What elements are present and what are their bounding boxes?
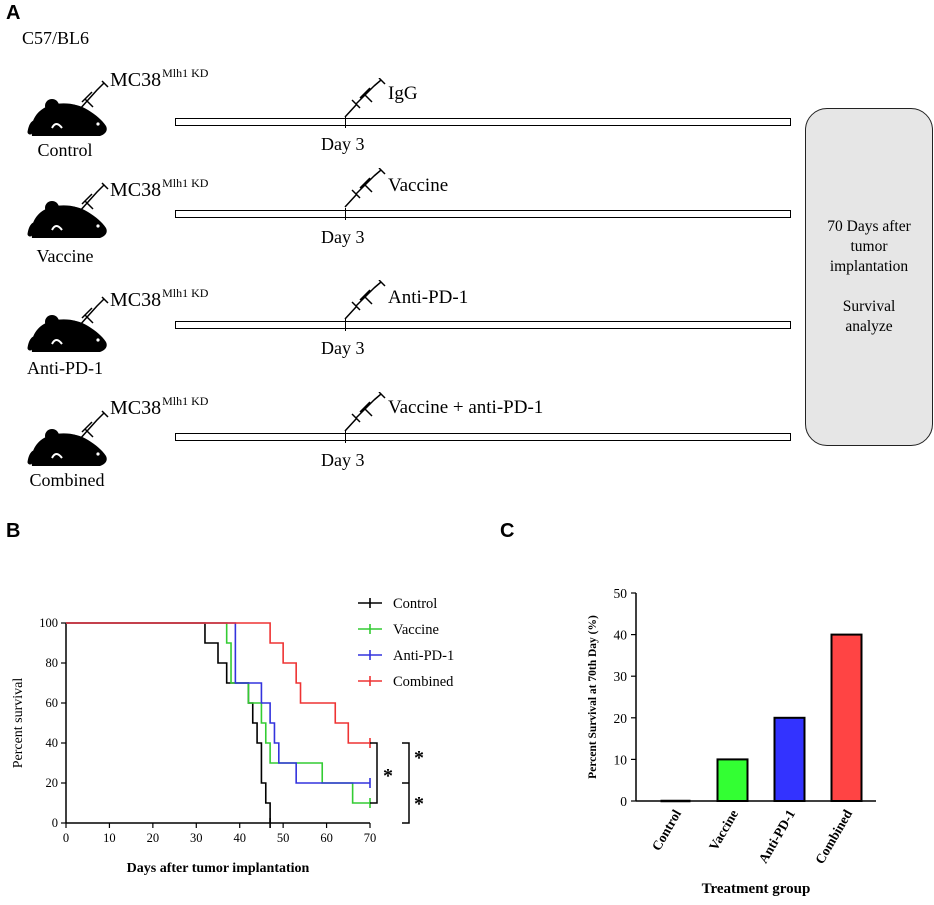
bracket-inner [370,742,378,804]
timeline-vaccine [175,210,791,218]
syringe-icon [344,280,386,320]
cell-line-label: MC38Mlh1 KD [110,286,209,311]
km-y-tick-label: 100 [39,616,58,630]
significance-brackets [370,742,410,824]
group-label-combined: Combined [29,470,105,490]
mouse-syringe-icon-control [27,80,109,136]
bar-y-tick-label: 10 [614,752,628,767]
bar-y-tick-label: 30 [614,669,628,684]
bar-y-tick-label: 20 [614,711,628,726]
km-x-tick-label: 60 [320,831,333,845]
timeline-combined [175,433,791,441]
km-y-tick-label: 40 [46,736,59,750]
bar-category-label: Control [649,807,684,853]
treatment-label-control: IgG [388,83,418,104]
km-x-tick-label: 0 [63,831,69,845]
survival-chart: 0 10 20 30 40 50 60 70 0 20 40 60 80 100 Control Vacci… [11,596,454,876]
day-label: Day 3 [321,227,365,247]
km-legend-label: Combined [393,674,454,690]
mouse-syringe-icon-antipd1 [27,296,109,352]
bar-category-label: Combined [812,807,855,867]
timeline-control [175,118,791,126]
syringe-icon [344,168,386,208]
km-x-tick-label: 10 [103,831,116,845]
km-legend-label: Vaccine [393,622,439,638]
km-x-tick-label: 50 [277,831,290,845]
km-series-line-control [66,622,271,823]
bar-category-label: Vaccine [706,807,741,853]
bar-y-tick-label: 40 [614,628,628,643]
panel-letter-c: C [500,520,515,542]
treatment-label-combined: Vaccine + anti-PD-1 [388,397,544,418]
day-label: Day 3 [321,134,365,154]
km-y-tick-label: 60 [46,696,59,710]
summary-line: 70 Days after [827,218,911,235]
treatment-label-antipd1: Anti-PD-1 [388,287,469,308]
km-axes [65,623,370,824]
day3-tick [345,208,346,220]
cell-line-label: MC38Mlh1 KD [110,176,209,201]
group-label-antipd1: Anti-PD-1 [27,358,103,378]
bar-y-tick-label: 50 [614,586,628,601]
km-series-line-anti-pd-1 [66,622,370,784]
day3-tick [345,431,346,443]
bar-x-axis-label: Treatment group [702,881,811,897]
km-y-tick-label: 80 [46,656,59,670]
panel-letter-b: B [6,520,21,542]
significance-star-3: * [414,793,424,815]
cell-line-label: MC38Mlh1 KD [110,66,209,91]
km-x-tick-label: 40 [233,831,246,845]
day-label: Day 3 [321,338,365,358]
bar-anti-pd-1 [773,716,806,802]
mouse-syringe-icon-vaccine [27,182,109,238]
timeline-antipd1 [175,321,791,329]
bar-chart: 0 10 20 30 40 50 Control Vaccine Anti-PD-1 Combi… [587,586,876,897]
bar-y-axis-label: Percent Survival at 70th Day (%) [587,615,599,779]
bar-combined [830,633,863,802]
group-label-control: Control [37,140,93,160]
bar-y-tick-label: 0 [620,794,627,809]
day3-tick [345,116,346,128]
summary-line: implantation [829,258,909,275]
significance-star-2: * [414,747,424,769]
mouse-syringe-icon-combined [27,410,109,466]
syringe-icon [344,392,386,432]
summary-box: 70 Days after tumor implantation Surviva… [805,108,933,446]
summary-line: Survival [842,298,896,315]
treatment-label-vaccine: Vaccine [388,175,449,196]
km-x-axis-label: Days after tumor implantation [127,861,310,876]
day3-tick [345,319,346,331]
panel-letter-a: A [6,2,21,24]
group-label-vaccine: Vaccine [36,246,94,266]
km-x-tick-label: 20 [147,831,160,845]
km-x-tick-label: 70 [364,831,377,845]
km-x-tick-label: 30 [190,831,203,845]
summary-line: tumor [850,238,888,255]
cell-line-label: MC38Mlh1 KD [110,394,209,419]
km-y-tick-label: 0 [52,816,58,830]
bar-vaccine [716,758,749,802]
km-y-tick-label: 20 [46,776,59,790]
km-legend-label: Anti-PD-1 [393,648,454,664]
km-legend-label: Control [393,596,437,612]
summary-line: analyze [845,318,893,335]
significance-star-1: * [383,765,393,787]
km-y-axis-label: Percent survival [11,678,26,769]
bar-category-label: Anti-PD-1 [755,807,798,866]
km-series-line-combined [66,622,370,744]
day-label: Day 3 [321,450,365,470]
syringe-icon [344,78,386,118]
strain-label: C57/BL6 [22,28,90,48]
